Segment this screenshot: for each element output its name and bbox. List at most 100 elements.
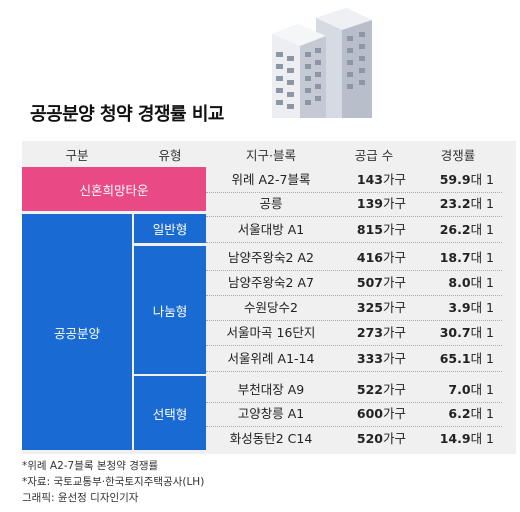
ratio-unit: 대 1 bbox=[470, 196, 494, 211]
ratio-value: 23.2 bbox=[439, 196, 471, 211]
supply-value: 139 bbox=[356, 196, 383, 211]
cell-ratio: 23.2대 1 bbox=[426, 191, 494, 216]
row-divider bbox=[206, 320, 502, 322]
cell-supply: 600가구 bbox=[342, 401, 406, 426]
table-row: 부천대장 A9 522가구 7.0대 1 bbox=[206, 377, 496, 402]
ratio-value: 3.9 bbox=[448, 300, 471, 315]
row-divider bbox=[206, 216, 502, 218]
cell-block: 서울위례 A1-14 bbox=[227, 351, 315, 366]
cell-ratio: 30.7대 1 bbox=[426, 320, 494, 345]
ratio-value: 7.0 bbox=[448, 382, 471, 397]
cell-block: 서울마곡 16단지 bbox=[226, 325, 316, 340]
row-divider bbox=[206, 345, 502, 347]
ratio-unit: 대 1 bbox=[470, 275, 494, 290]
supply-value: 600 bbox=[356, 406, 383, 421]
ratio-unit: 대 1 bbox=[470, 431, 494, 446]
supply-unit: 가구 bbox=[382, 382, 406, 397]
row-divider bbox=[206, 192, 502, 194]
cell-supply: 139가구 bbox=[342, 191, 406, 216]
table-row: 남양주왕숙2 A2 416가구 18.7대 1 bbox=[206, 245, 496, 270]
ratio-value: 65.1 bbox=[439, 351, 471, 366]
cell-block: 부천대장 A9 bbox=[237, 382, 305, 397]
row-divider bbox=[206, 270, 502, 272]
cell-supply: 507가구 bbox=[342, 270, 406, 295]
table-row: 서울위례 A1-14 333가구 65.1대 1 bbox=[206, 346, 496, 371]
ratio-unit: 대 1 bbox=[470, 250, 494, 265]
ratio-unit: 대 1 bbox=[470, 222, 494, 237]
supply-unit: 가구 bbox=[382, 275, 406, 290]
row-divider bbox=[206, 242, 502, 244]
table-row: 화성동탄2 C14 520가구 14.9대 1 bbox=[206, 426, 496, 451]
ratio-value: 14.9 bbox=[439, 431, 471, 446]
header-supply: 공급 수 bbox=[354, 148, 394, 163]
supply-unit: 가구 bbox=[382, 351, 406, 366]
supply-unit: 가구 bbox=[382, 406, 406, 421]
cell-supply: 143가구 bbox=[342, 167, 406, 192]
table-row: 위례 A2-7블록 143가구 59.9대 1 bbox=[206, 167, 496, 192]
cell-ratio: 14.9대 1 bbox=[426, 426, 494, 451]
ratio-unit: 대 1 bbox=[470, 300, 494, 315]
table-row: 서울마곡 16단지 273가구 30.7대 1 bbox=[206, 320, 496, 345]
cell-supply: 325가구 bbox=[342, 295, 406, 320]
cell-ratio: 6.2대 1 bbox=[426, 401, 494, 426]
group-public-sale: 공공분양 bbox=[22, 214, 132, 450]
ratio-unit: 대 1 bbox=[470, 325, 494, 340]
table-row: 수원당수2 325가구 3.9대 1 bbox=[206, 295, 496, 320]
cell-supply: 416가구 bbox=[342, 245, 406, 270]
row-divider bbox=[206, 426, 502, 428]
header-category: 구분 bbox=[65, 148, 89, 163]
supply-unit: 가구 bbox=[382, 325, 406, 340]
header-ratio: 경쟁률 bbox=[440, 148, 476, 163]
supply-value: 273 bbox=[356, 325, 383, 340]
row-divider bbox=[206, 371, 502, 373]
cell-ratio: 7.0대 1 bbox=[426, 377, 494, 402]
supply-unit: 가구 bbox=[382, 300, 406, 315]
supply-unit: 가구 bbox=[382, 196, 406, 211]
ratio-value: 8.0 bbox=[448, 275, 471, 290]
supply-value: 520 bbox=[356, 431, 383, 446]
table-row: 서울대방 A1 815가구 26.2대 1 bbox=[206, 217, 496, 242]
group-newlywed-town: 신혼희망타운 bbox=[22, 167, 206, 211]
table-row: 고양창릉 A1 600가구 6.2대 1 bbox=[206, 401, 496, 426]
cell-supply: 273가구 bbox=[342, 320, 406, 345]
cell-block: 위례 A2-7블록 bbox=[231, 172, 311, 187]
footnote-source: *자료: 국토교통부·한국토지주택공사(LH) bbox=[22, 476, 205, 488]
building-illustration bbox=[272, 8, 372, 118]
cell-ratio: 8.0대 1 bbox=[426, 270, 494, 295]
supply-unit: 가구 bbox=[382, 172, 406, 187]
cell-supply: 333가구 bbox=[342, 346, 406, 371]
cell-block: 남양주왕숙2 A2 bbox=[228, 250, 314, 265]
row-divider bbox=[206, 402, 502, 404]
chart-title: 공공분양 청약 경쟁률 비교 bbox=[30, 104, 224, 125]
cell-supply: 522가구 bbox=[342, 377, 406, 402]
cell-ratio: 65.1대 1 bbox=[426, 346, 494, 371]
cell-ratio: 3.9대 1 bbox=[426, 295, 494, 320]
ratio-unit: 대 1 bbox=[470, 172, 494, 187]
cell-ratio: 59.9대 1 bbox=[426, 167, 494, 192]
footnote-graphic-credit: 그래픽: 윤선정 디자인기자 bbox=[22, 492, 139, 504]
cell-supply: 520가구 bbox=[342, 426, 406, 451]
header-type: 유형 bbox=[158, 148, 182, 163]
type-sharing: 나눔형 bbox=[134, 246, 206, 374]
ratio-value: 30.7 bbox=[439, 325, 471, 340]
cell-block: 서울대방 A1 bbox=[237, 222, 305, 237]
cell-block: 수원당수2 bbox=[244, 300, 298, 315]
cell-block: 공릉 bbox=[259, 196, 283, 211]
cell-block: 화성동탄2 C14 bbox=[229, 431, 313, 446]
supply-value: 815 bbox=[356, 222, 383, 237]
footnote-wirye: *위례 A2-7블록 본청약 경쟁률 bbox=[22, 460, 159, 472]
supply-unit: 가구 bbox=[382, 250, 406, 265]
type-choice: 선택형 bbox=[134, 376, 206, 450]
ratio-unit: 대 1 bbox=[470, 382, 494, 397]
supply-unit: 가구 bbox=[382, 431, 406, 446]
ratio-value: 6.2 bbox=[448, 406, 471, 421]
supply-value: 143 bbox=[356, 172, 383, 187]
type-general: 일반형 bbox=[134, 214, 206, 243]
cell-ratio: 18.7대 1 bbox=[426, 245, 494, 270]
cell-supply: 815가구 bbox=[342, 217, 406, 242]
cell-ratio: 26.2대 1 bbox=[426, 217, 494, 242]
ratio-value: 26.2 bbox=[439, 222, 471, 237]
supply-value: 416 bbox=[356, 250, 383, 265]
ratio-unit: 대 1 bbox=[470, 351, 494, 366]
cell-block: 고양창릉 A1 bbox=[237, 406, 305, 421]
